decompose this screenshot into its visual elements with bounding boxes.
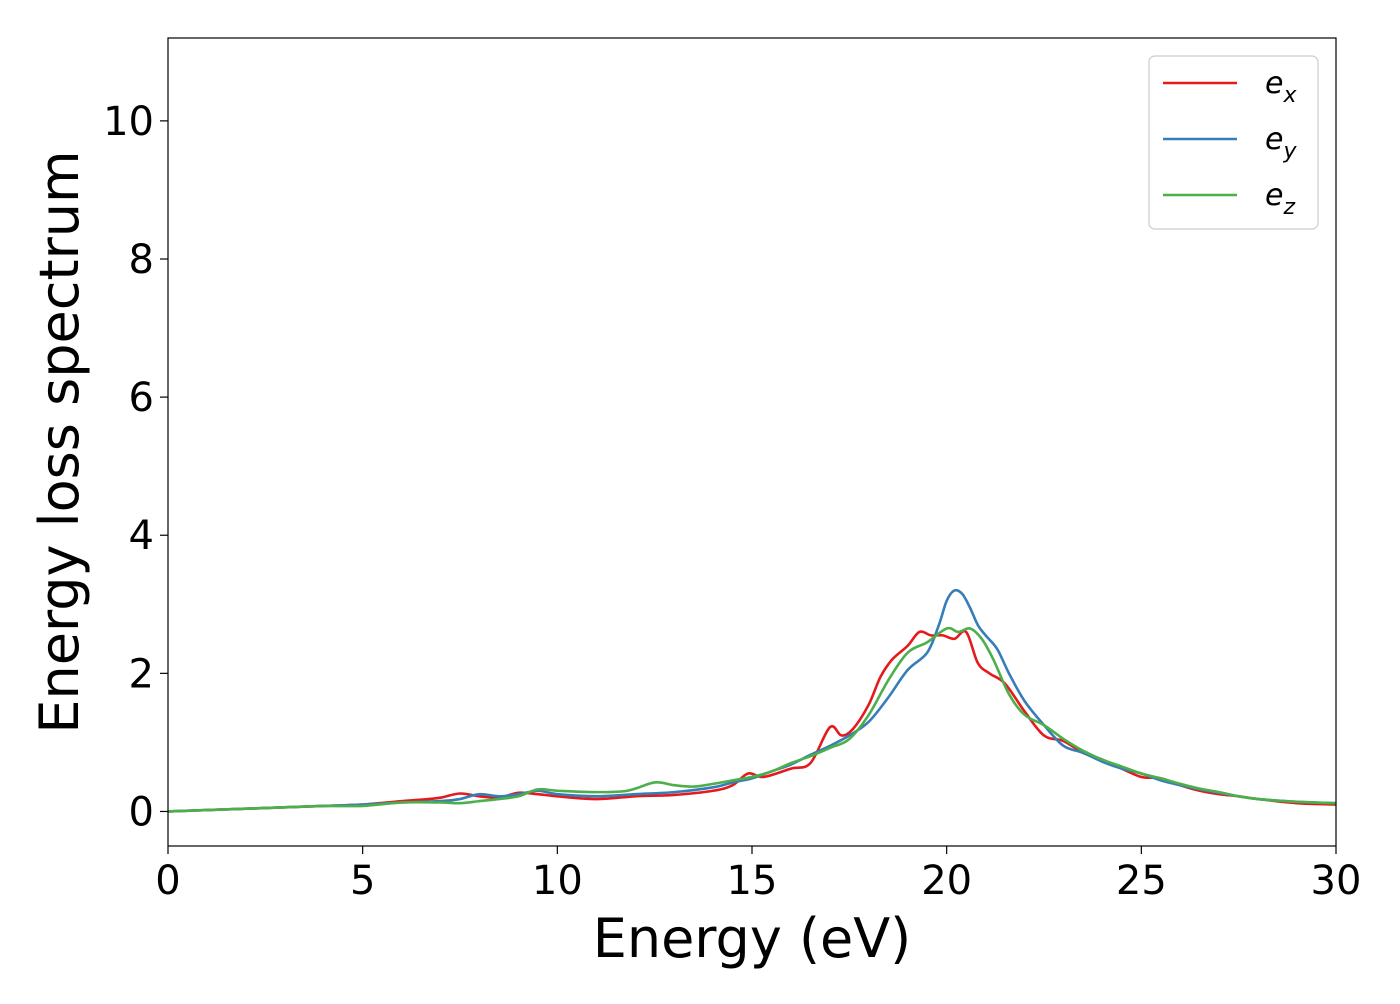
y-tick-label: 0 xyxy=(129,789,154,835)
x-tick-label: 10 xyxy=(532,858,583,904)
x-tick-label: 20 xyxy=(921,858,972,904)
x-axis-ticks: 0 5 10 15 20 25 30 xyxy=(155,846,1361,904)
y-axis-ticks: 0 2 4 6 8 10 xyxy=(103,99,168,835)
y-tick-label: 4 xyxy=(129,513,154,559)
legend-label-x: ex xyxy=(1265,66,1297,108)
y-axis-title: Energy loss spectrum xyxy=(28,150,91,733)
series-line-z xyxy=(168,626,1336,813)
x-tick-label: 30 xyxy=(1311,858,1362,904)
x-axis-title: Energy (eV) xyxy=(593,907,912,970)
series-line-y xyxy=(168,588,1336,813)
x-tick-label: 5 xyxy=(350,858,375,904)
x-tick-label: 15 xyxy=(727,858,778,904)
series-line-x xyxy=(168,629,1336,813)
x-tick-label: 25 xyxy=(1116,858,1167,904)
legend-label-y: ey xyxy=(1265,122,1297,164)
y-tick-label: 8 xyxy=(129,237,154,283)
series-layer xyxy=(168,588,1336,813)
legend-label-z: ez xyxy=(1265,178,1295,220)
y-tick-label: 6 xyxy=(129,375,154,421)
y-tick-label: 2 xyxy=(129,651,154,697)
legend-box xyxy=(1148,55,1319,230)
legend: ex ey ez xyxy=(1148,55,1319,230)
x-tick-label: 0 xyxy=(155,858,180,904)
y-tick-label: 10 xyxy=(103,99,154,145)
